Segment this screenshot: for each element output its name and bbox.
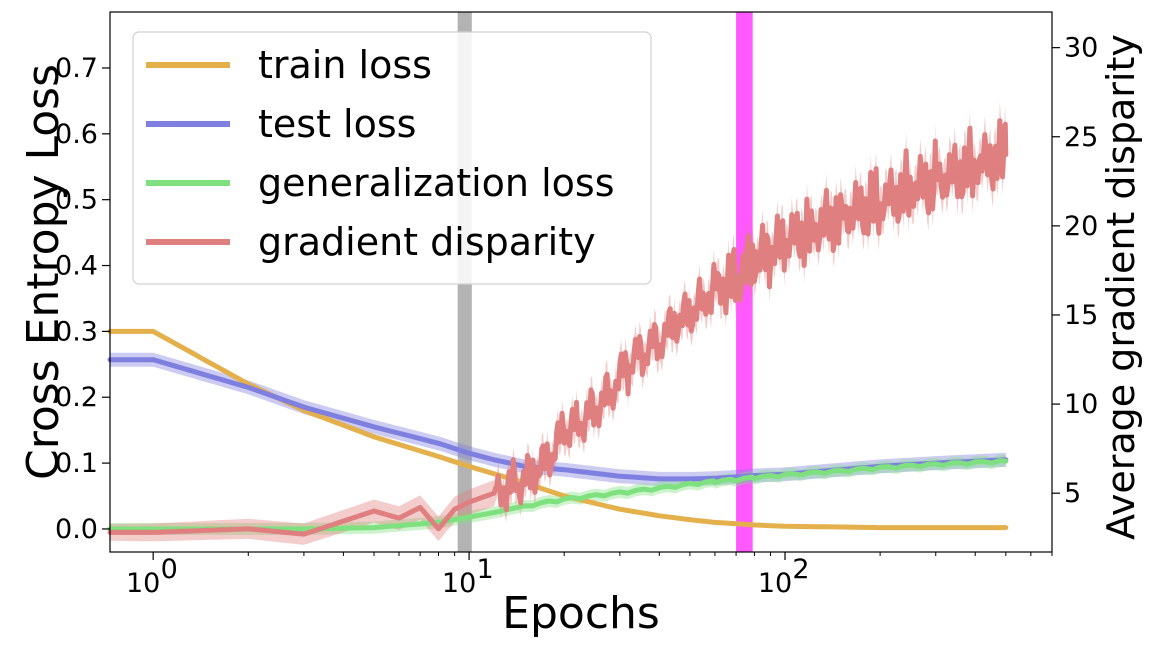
y-tick-label-0.6: 0.6 — [55, 119, 98, 150]
x-tick-exponent-10: 1 — [477, 554, 494, 585]
y2-tick-label-10: 10 — [1064, 389, 1098, 420]
x-tick-exponent-1: 0 — [161, 554, 178, 585]
y-tick-label-0.0: 0.0 — [55, 514, 98, 545]
y2-tick-label-30: 30 — [1064, 33, 1098, 64]
series-lines — [107, 118, 1009, 537]
legend-box — [132, 31, 652, 285]
x-tick-label-1: 10 — [126, 568, 160, 599]
y-axis-label: Cross Entropy Loss — [18, 64, 69, 480]
legend-label-generalization-loss: generalization loss — [258, 161, 615, 205]
y2-tick-label-25: 25 — [1064, 122, 1098, 153]
x-tick-label-10: 10 — [442, 568, 476, 599]
y2-axis-label: Average gradient disparity — [1099, 34, 1143, 540]
y2-tick-label-20: 20 — [1064, 211, 1098, 242]
y-tick-label-0.5: 0.5 — [55, 185, 98, 216]
legend-label-train-loss: train loss — [258, 43, 432, 87]
axis-ticks: 10 0 10 1 10 20.00.10.20.30.40.50.60.75101520… — [55, 33, 1098, 599]
y-tick-label-0.1: 0.1 — [55, 448, 98, 479]
gradient-disparity-line — [107, 118, 1009, 537]
gradient-disparity-band — [110, 101, 1006, 545]
y-tick-label-0.7: 0.7 — [55, 53, 98, 84]
y2-tick-label-15: 15 — [1064, 300, 1098, 331]
legend-label-test-loss: test loss — [258, 102, 416, 146]
x-axis-label: Epochs — [502, 588, 660, 639]
plot-frame — [109, 11, 1053, 553]
y-tick-label-0.2: 0.2 — [55, 382, 98, 413]
y-tick-label-0.4: 0.4 — [55, 251, 98, 282]
legend-label-gradient-disparity: gradient disparity — [258, 220, 596, 264]
legend: train loss test loss generalization loss gr… — [132, 31, 652, 285]
y-tick-label-0.3: 0.3 — [55, 316, 98, 347]
y2-tick-label-5: 5 — [1064, 478, 1081, 509]
x-tick-exponent-100: 2 — [792, 554, 809, 585]
x-tick-label-100: 10 — [758, 568, 792, 599]
